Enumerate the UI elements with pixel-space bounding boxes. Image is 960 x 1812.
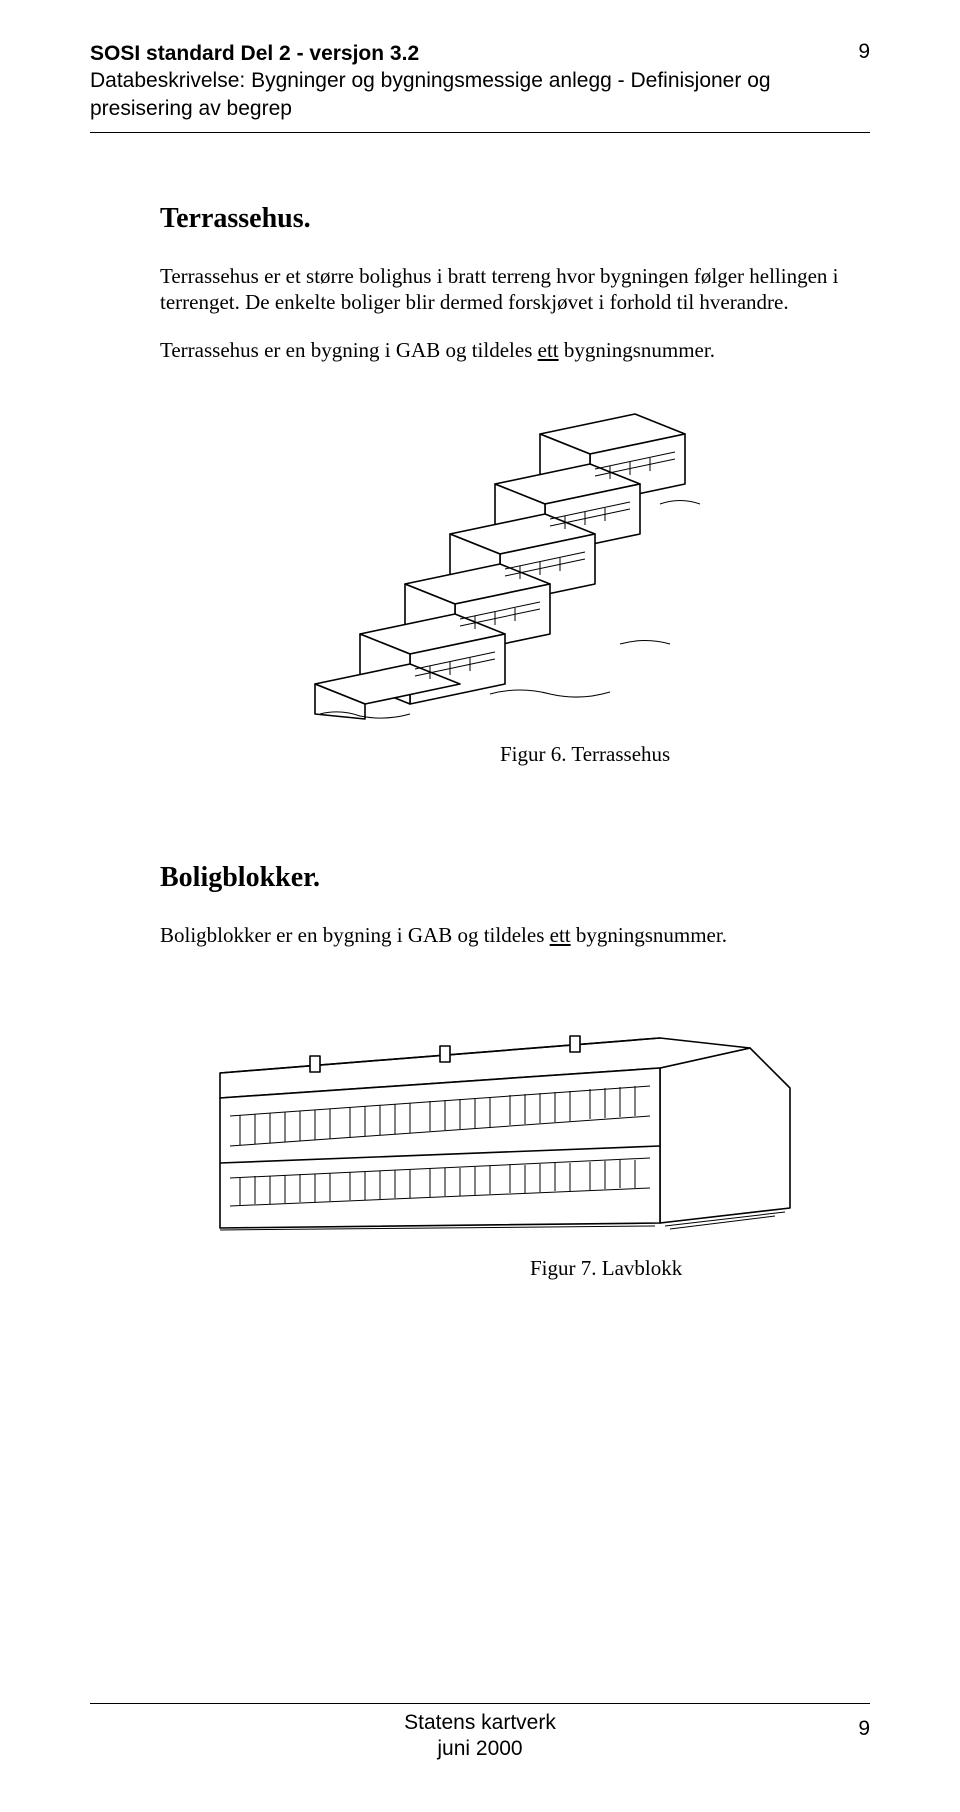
- main-content: Terrassehus. Terrassehus er et større bo…: [90, 203, 870, 1281]
- underlined-ett: ett: [550, 923, 571, 947]
- figure-lavblokk: [160, 978, 840, 1238]
- figure-terrassehus: [160, 394, 840, 724]
- lavblokk-illustration: [190, 978, 810, 1238]
- header-subtitle: Databeskrivelse: Bygninger og bygningsme…: [90, 67, 870, 122]
- terrassehus-illustration: [290, 394, 710, 724]
- underlined-ett: ett: [538, 338, 559, 362]
- boligblokker-para1: Boligblokker er en bygning i GAB og tild…: [160, 922, 840, 948]
- text-fragment: bygningsnummer.: [571, 923, 727, 947]
- text-fragment: Terrassehus er en bygning i GAB og tilde…: [160, 338, 538, 362]
- footer-rule: [90, 1703, 870, 1704]
- header-rule: [90, 132, 870, 133]
- page-number-top: 9: [858, 40, 870, 64]
- header-title: SOSI standard Del 2 - versjon 3.2: [90, 40, 870, 67]
- text-fragment: bygningsnummer.: [559, 338, 715, 362]
- terrassehus-para1: Terrassehus er et større bolighus i brat…: [160, 263, 840, 316]
- section-heading-boligblokker: Boligblokker.: [160, 862, 840, 894]
- footer-date: juni 2000: [90, 1736, 870, 1762]
- page-number-bottom: 9: [858, 1717, 870, 1741]
- page-footer: Statens kartverk juni 2000 9: [90, 1703, 870, 1763]
- page-header: SOSI standard Del 2 - versjon 3.2 Databe…: [90, 40, 870, 122]
- terrassehus-para2: Terrassehus er en bygning i GAB og tilde…: [160, 337, 840, 363]
- footer-org: Statens kartverk: [90, 1710, 870, 1736]
- section-heading-terrassehus: Terrassehus.: [160, 203, 840, 235]
- text-fragment: Boligblokker er en bygning i GAB og tild…: [160, 923, 550, 947]
- figure6-caption: Figur 6. Terrassehus: [500, 742, 840, 767]
- figure7-caption: Figur 7. Lavblokk: [530, 1256, 840, 1281]
